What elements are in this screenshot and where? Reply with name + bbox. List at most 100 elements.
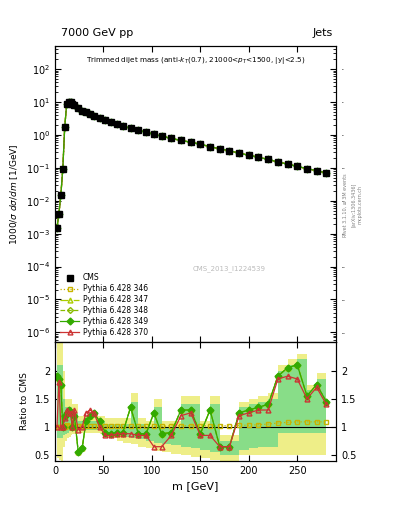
- CMS: [136, 127, 141, 133]
- Pythia 6.428 346: [256, 154, 261, 160]
- Pythia 6.428 346: [151, 131, 156, 137]
- Pythia 6.428 346: [208, 143, 212, 150]
- Pythia 6.428 348: [305, 165, 309, 172]
- Pythia 6.428 348: [61, 166, 65, 173]
- Pythia 6.428 346: [92, 113, 96, 119]
- Pythia 6.428 370: [246, 152, 251, 158]
- Pythia 6.428 348: [59, 192, 63, 198]
- Pythia 6.428 370: [314, 167, 319, 174]
- Pythia 6.428 346: [103, 117, 108, 123]
- Pythia 6.428 370: [227, 147, 232, 154]
- Pythia 6.428 349: [198, 141, 203, 147]
- Pythia 6.428 348: [64, 101, 69, 108]
- Pythia 6.428 347: [128, 125, 133, 131]
- Pythia 6.428 347: [70, 100, 75, 106]
- Pythia 6.428 346: [305, 165, 309, 172]
- Pythia 6.428 346: [80, 108, 84, 114]
- Pythia 6.428 348: [72, 102, 77, 108]
- Text: Rivet 3.1.10, ≥ 3M events: Rivet 3.1.10, ≥ 3M events: [343, 173, 348, 237]
- Pythia 6.428 370: [80, 108, 84, 114]
- Pythia 6.428 349: [314, 167, 319, 174]
- Pythia 6.428 349: [295, 163, 299, 169]
- Pythia 6.428 349: [103, 117, 108, 123]
- Pythia 6.428 349: [62, 124, 67, 131]
- Pythia 6.428 348: [227, 147, 232, 154]
- Pythia 6.428 348: [62, 124, 67, 131]
- Pythia 6.428 349: [128, 125, 133, 131]
- Pythia 6.428 370: [266, 156, 270, 162]
- Pythia 6.428 346: [198, 141, 203, 147]
- Pythia 6.428 349: [97, 115, 102, 121]
- Pythia 6.428 348: [266, 156, 270, 162]
- Pythia 6.428 346: [57, 211, 61, 217]
- Pythia 6.428 370: [159, 133, 164, 139]
- Pythia 6.428 347: [66, 99, 71, 105]
- Pythia 6.428 349: [188, 139, 193, 145]
- Pythia 6.428 346: [324, 170, 329, 176]
- Pythia 6.428 347: [217, 146, 222, 152]
- Pythia 6.428 347: [115, 121, 119, 127]
- Pythia 6.428 346: [109, 119, 114, 125]
- Pythia 6.428 347: [151, 131, 156, 137]
- Line: CMS: CMS: [54, 99, 329, 230]
- Pythia 6.428 349: [66, 99, 71, 105]
- CMS: [246, 152, 251, 158]
- Pythia 6.428 347: [136, 127, 141, 133]
- Pythia 6.428 370: [128, 125, 133, 131]
- Pythia 6.428 347: [324, 170, 329, 176]
- CMS: [103, 117, 108, 123]
- Pythia 6.428 370: [121, 123, 125, 129]
- Pythia 6.428 347: [59, 192, 63, 198]
- CMS: [72, 102, 77, 108]
- Pythia 6.428 349: [144, 129, 149, 135]
- Pythia 6.428 348: [188, 139, 193, 145]
- Pythia 6.428 349: [88, 111, 92, 117]
- Pythia 6.428 347: [84, 110, 88, 116]
- Pythia 6.428 348: [70, 100, 75, 106]
- Pythia 6.428 346: [72, 102, 77, 108]
- Pythia 6.428 348: [285, 161, 290, 167]
- CMS: [92, 113, 96, 119]
- Text: mcplots.cern.ch: mcplots.cern.ch: [358, 185, 363, 224]
- CMS: [57, 211, 61, 217]
- Pythia 6.428 348: [151, 131, 156, 137]
- Pythia 6.428 348: [57, 211, 61, 217]
- Pythia 6.428 346: [61, 166, 65, 173]
- Pythia 6.428 349: [80, 108, 84, 114]
- Pythia 6.428 347: [61, 166, 65, 173]
- Pythia 6.428 347: [144, 129, 149, 135]
- CMS: [64, 101, 69, 108]
- Pythia 6.428 346: [121, 123, 125, 129]
- Pythia 6.428 346: [62, 124, 67, 131]
- CMS: [314, 167, 319, 174]
- Pythia 6.428 346: [66, 99, 71, 105]
- Pythia 6.428 348: [84, 110, 88, 116]
- Pythia 6.428 348: [88, 111, 92, 117]
- Pythia 6.428 347: [188, 139, 193, 145]
- Pythia 6.428 346: [188, 139, 193, 145]
- Pythia 6.428 347: [227, 147, 232, 154]
- Pythia 6.428 347: [275, 159, 280, 165]
- CMS: [62, 124, 67, 131]
- CMS: [115, 121, 119, 127]
- CMS: [66, 99, 71, 105]
- Pythia 6.428 349: [305, 165, 309, 172]
- CMS: [305, 165, 309, 172]
- Pythia 6.428 348: [324, 170, 329, 176]
- CMS: [198, 141, 203, 147]
- Text: Jets: Jets: [313, 28, 333, 38]
- CMS: [179, 137, 184, 143]
- Pythia 6.428 347: [92, 113, 96, 119]
- Pythia 6.428 346: [76, 105, 81, 111]
- Pythia 6.428 370: [151, 131, 156, 137]
- Pythia 6.428 347: [103, 117, 108, 123]
- Line: Pythia 6.428 348: Pythia 6.428 348: [55, 100, 329, 230]
- Pythia 6.428 370: [305, 165, 309, 172]
- Pythia 6.428 348: [217, 146, 222, 152]
- CMS: [188, 139, 193, 145]
- CMS: [97, 115, 102, 121]
- Pythia 6.428 348: [237, 150, 241, 156]
- Pythia 6.428 346: [88, 111, 92, 117]
- Pythia 6.428 370: [62, 124, 67, 131]
- Pythia 6.428 348: [208, 143, 212, 150]
